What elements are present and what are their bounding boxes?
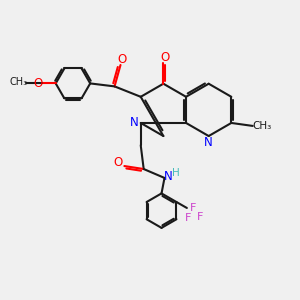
Text: O: O — [160, 51, 170, 64]
Text: O: O — [114, 156, 123, 169]
Text: F: F — [185, 213, 191, 224]
Text: CH₃: CH₃ — [10, 77, 28, 87]
Text: N: N — [204, 136, 213, 149]
Text: N: N — [164, 170, 172, 183]
Text: F: F — [190, 203, 196, 213]
Text: N: N — [130, 116, 139, 130]
Text: CH₃: CH₃ — [253, 121, 272, 131]
Text: O: O — [34, 77, 43, 90]
Text: O: O — [117, 53, 127, 66]
Text: H: H — [172, 168, 180, 178]
Text: F: F — [197, 212, 203, 222]
